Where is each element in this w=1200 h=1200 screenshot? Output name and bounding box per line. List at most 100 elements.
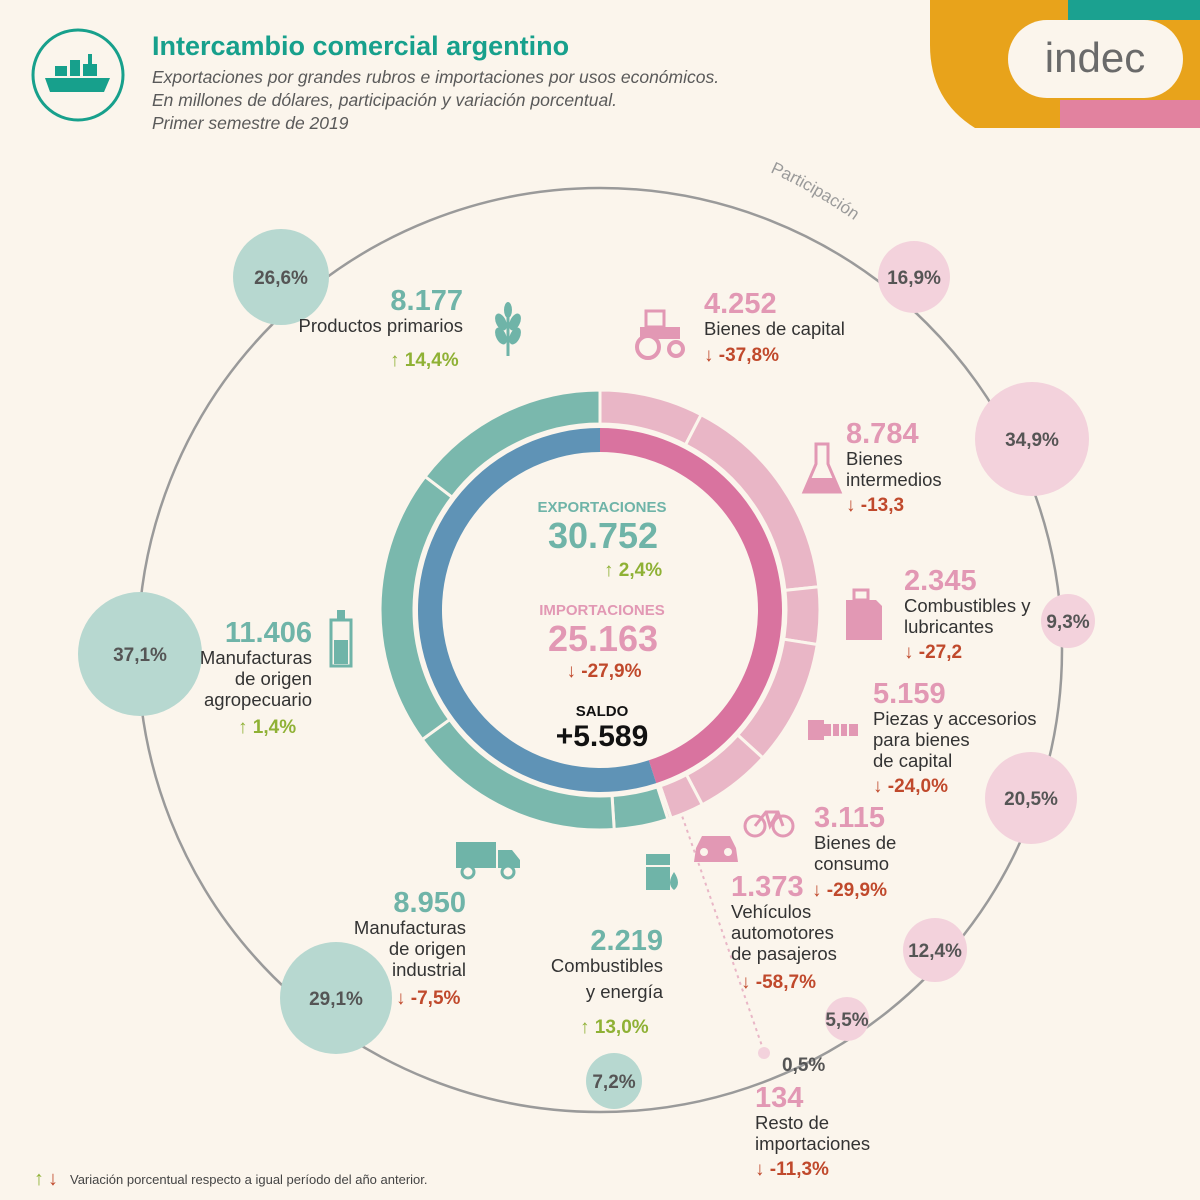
fuel-barrel-icon [646, 854, 678, 890]
change-bienes-intermedios: ↓ -13,3 [846, 495, 904, 516]
import-inner-ring [600, 428, 783, 784]
change-vehiculos-automotores-de-pasajeros: ↓ -58,7% [741, 972, 816, 993]
value-bienes-de-consumo: 3.115 [814, 802, 885, 834]
export-value: 30.752 [548, 515, 658, 556]
import-slice-combustibles-y-lubricantes [781, 585, 822, 647]
page-title: Intercambio comercial argentino [152, 31, 569, 61]
share-bubble-manufacturas-de-origen-agropecuario [78, 592, 202, 716]
label-manufacturas-de-origen-agropecuario-line-3: agropecuario [204, 689, 312, 710]
value-manufacturas-de-origen-agropecuario: 11.406 [225, 617, 312, 649]
value-resto-de-importaciones: 134 [755, 1082, 803, 1114]
share-bubble-bienes-de-capital [878, 241, 950, 313]
export-slice-productos-primarios [423, 388, 602, 500]
label-bienes-intermedios-line-2: intermedios [846, 469, 942, 490]
label-manufacturas-de-origen-industrial-line-3: industrial [392, 959, 466, 980]
saldo-label: SALDO [576, 703, 629, 720]
label-piezas-y-accesorios-para-bienes-de-capital-line-3: de capital [873, 750, 952, 771]
subtitle-line-1: Exportaciones por grandes rubros e impor… [152, 67, 719, 87]
share-label-piezas-y-accesorios-para-bienes-de-capital: 20,5% [1004, 789, 1058, 810]
share-bubble-bienes-intermedios [975, 382, 1089, 496]
share-label-manufacturas-de-origen-agropecuario: 37,1% [113, 645, 167, 666]
export-label: EXPORTACIONES [538, 499, 667, 516]
share-bubble-bienes-de-consumo [903, 918, 967, 982]
subtitle-line-3: Primer semestre de 2019 [152, 113, 349, 133]
share-bubble-combustibles-y-energia [586, 1053, 642, 1109]
label-manufacturas-de-origen-agropecuario-line-2: de origen [235, 668, 312, 689]
donut-chart [378, 388, 822, 832]
change-combustibles-y-energia: ↑ 13,0% [580, 1017, 649, 1038]
share-label-productos-primarios: 26,6% [254, 268, 308, 289]
value-productos-primarios: 8.177 [390, 285, 463, 317]
bottle-icon [329, 610, 353, 668]
share-bubble-vehiculos-automotores-de-pasajeros [825, 997, 869, 1041]
value-combustibles-y-energia: 2.219 [590, 925, 663, 957]
value-bienes-de-capital: 4.252 [704, 288, 777, 320]
label-bienes-intermedios-line-1: Bienes [846, 448, 903, 469]
label-piezas-y-accesorios-para-bienes-de-capital-line-1: Piezas y accesorios [873, 708, 1036, 729]
import-change: ↓ -27,9% [567, 661, 642, 682]
value-vehiculos-automotores-de-pasajeros: 1.373 [731, 871, 804, 903]
bolt-icon [808, 720, 858, 740]
share-bubble-resto-de-importaciones [758, 1047, 770, 1059]
share-label-resto-de-importaciones: 0,5% [782, 1055, 825, 1076]
share-bubbles: 26,6% 37,1% 29,1% 7,2% 16,9% 34,9% 9,3% 20,5% 12… [78, 229, 1095, 1109]
value-combustibles-y-lubricantes: 2.345 [904, 565, 977, 597]
import-value: 25.163 [548, 618, 658, 659]
indec-logo: indec [930, 0, 1200, 128]
change-productos-primarios: ↑ 14,4% [390, 350, 459, 371]
share-label-bienes-de-consumo: 12,4% [908, 941, 962, 962]
label-piezas-y-accesorios-para-bienes-de-capital-line-2: para bienes [873, 729, 970, 750]
share-label-vehiculos-automotores-de-pasajeros: 5,5% [825, 1010, 868, 1031]
share-bubble-piezas-y-accesorios-para-bienes-de-capital [985, 752, 1077, 844]
label-manufacturas-de-origen-agropecuario-line-1: Manufacturas [200, 647, 312, 668]
share-bubble-combustibles-y-lubricantes [1041, 594, 1095, 648]
car-icon [694, 836, 738, 862]
import-label: IMPORTACIONES [539, 602, 665, 619]
wheat-icon [495, 302, 521, 356]
export-slice-combustibles-y-energia [610, 785, 670, 832]
label-combustibles-y-lubricantes-line-1: Combustibles y [904, 595, 1031, 616]
change-bienes-de-consumo: ↓ -29,9% [812, 880, 887, 901]
label-productos-primarios-line-1: Productos primarios [298, 315, 463, 336]
label-combustibles-y-energia-line-2: y energía [586, 981, 664, 1002]
label-bienes-de-capital-line-1: Bienes de capital [704, 318, 845, 339]
change-manufacturas-de-origen-industrial: ↓ -7,5% [396, 988, 461, 1009]
participation-label: Participación [768, 158, 863, 223]
truck-icon [456, 842, 520, 880]
share-bubble-manufacturas-de-origen-industrial [280, 942, 392, 1054]
jerrycan-icon [846, 588, 882, 640]
ship-icon [31, 28, 125, 122]
label-vehiculos-automotores-de-pasajeros-line-3: de pasajeros [731, 943, 837, 964]
bicycle-icon [743, 810, 795, 838]
label-vehiculos-automotores-de-pasajeros-line-2: automotores [731, 922, 834, 943]
tractor-icon [635, 309, 685, 360]
share-label-bienes-de-capital: 16,9% [887, 268, 941, 289]
label-manufacturas-de-origen-industrial-line-1: Manufacturas [354, 917, 466, 938]
share-bubble-productos-primarios [233, 229, 329, 325]
label-bienes-de-consumo-line-1: Bienes de [814, 832, 896, 853]
label-manufacturas-de-origen-industrial-line-2: de origen [389, 938, 466, 959]
label-vehiculos-automotores-de-pasajeros-line-1: Vehículos [731, 901, 811, 922]
change-resto-de-importaciones: ↓ -11,3% [755, 1159, 829, 1180]
subtitle-line-2: En millones de dólares, participación y … [152, 90, 617, 110]
value-manufacturas-de-origen-industrial: 8.950 [393, 887, 466, 919]
label-combustibles-y-energia-line-1: Combustibles [551, 955, 663, 976]
logo-text: indec [1045, 34, 1145, 81]
export-change: ↑ 2,4% [604, 560, 662, 581]
value-bienes-intermedios: 8.784 [846, 418, 919, 450]
share-label-combustibles-y-lubricantes: 9,3% [1046, 612, 1089, 633]
label-bienes-de-consumo-line-2: consumo [814, 853, 889, 874]
change-bienes-de-capital: ↓ -37,8% [704, 345, 779, 366]
change-combustibles-y-lubricantes: ↓ -27,2 [904, 642, 962, 663]
footnote: Variación porcentual respecto a igual pe… [70, 1172, 428, 1187]
share-label-manufacturas-de-origen-industrial: 29,1% [309, 989, 363, 1010]
label-resto-de-importaciones-line-2: importaciones [755, 1133, 870, 1154]
label-combustibles-y-lubricantes-line-2: lubricantes [904, 616, 993, 637]
down-arrow-legend-icon: ↓ [48, 1168, 58, 1190]
change-piezas-y-accesorios-para-bienes-de-capital: ↓ -24,0% [873, 776, 948, 797]
up-arrow-legend-icon: ↑ [34, 1168, 44, 1190]
label-resto-de-importaciones-line-1: Resto de [755, 1112, 829, 1133]
saldo-value: +5.589 [556, 720, 649, 753]
